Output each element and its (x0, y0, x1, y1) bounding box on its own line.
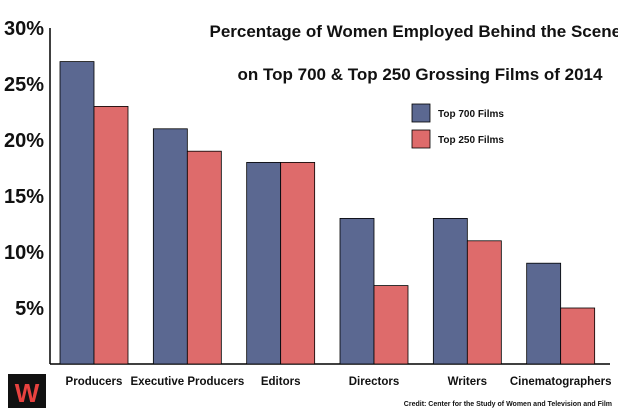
legend: Top 700 Films Top 250 Films (411, 103, 504, 149)
bar-producers-top-700-films (59, 61, 95, 365)
chart-title-line-1: Percentage of Women Employed Behind the … (209, 22, 618, 41)
bar-writers-top-250-films (466, 240, 502, 365)
y-tick-label: 25% (4, 74, 44, 96)
y-tick-label: 20% (4, 130, 44, 152)
bar-editors-top-250-films (280, 161, 316, 365)
bar-executive-producers-top-700-films (152, 128, 188, 365)
bar-writers-top-700-films (432, 217, 468, 365)
category-labels: Producers Executive Producers Editors Direc… (66, 376, 612, 388)
bar-editors-top-700-films (246, 161, 282, 365)
chart-title-line-2: on Top 700 & Top 250 Grossing Films of 2… (238, 65, 603, 84)
bar-directors-top-700-films (339, 217, 375, 365)
bar-producers-top-250-films (93, 106, 129, 365)
category-label: Directors (349, 376, 400, 388)
legend-label-top-250: Top 250 Films (438, 135, 504, 146)
bar-cinematographers-top-250-films (560, 307, 596, 365)
logo: W (8, 374, 46, 408)
legend-label-top-700: Top 700 Films (438, 109, 504, 120)
category-label: Executive Producers (130, 376, 244, 388)
bar-executive-producers-top-250-films (186, 150, 222, 365)
y-tick-label: 15% (4, 186, 44, 208)
category-label: Writers (448, 376, 487, 388)
logo-background (8, 374, 46, 408)
category-label: Cinematographers (510, 376, 612, 388)
category-label: Editors (261, 376, 301, 388)
logo-letter: W (15, 378, 40, 408)
bars (59, 61, 596, 365)
y-tick-label: 30% (4, 18, 44, 40)
legend-swatch-top-700 (411, 103, 431, 123)
bar-directors-top-250-films (373, 285, 409, 365)
y-tick-labels: 5% 10% 15% 20% 25% 30% (4, 18, 44, 320)
y-tick-label: 5% (15, 298, 44, 320)
legend-swatch-top-250 (411, 129, 431, 149)
category-label: Producers (66, 376, 123, 388)
y-tick-label: 10% (4, 242, 44, 264)
credit-text: Credit: Center for the Study of Women an… (404, 401, 612, 408)
bar-cinematographers-top-700-films (526, 262, 562, 365)
